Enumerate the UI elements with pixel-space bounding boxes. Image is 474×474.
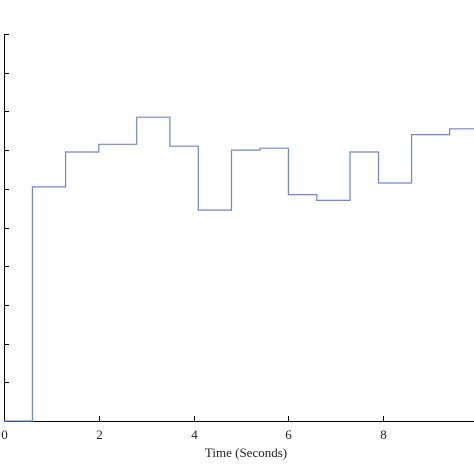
x-axis-tick-labels: 0 2 4 6 8 xyxy=(1,427,387,442)
plot-axes xyxy=(4,34,474,422)
x-axis-ticks xyxy=(4,416,384,421)
x-tick-label-0: 0 xyxy=(1,427,8,442)
series-step-line xyxy=(4,116,474,422)
x-tick-label-2: 4 xyxy=(191,427,198,442)
x-tick-label-4: 8 xyxy=(380,427,387,442)
x-tick-label-1: 2 xyxy=(96,427,103,442)
x-axis-title: Time (Seconds) xyxy=(205,445,287,460)
x-tick-label-3: 6 xyxy=(285,427,292,442)
